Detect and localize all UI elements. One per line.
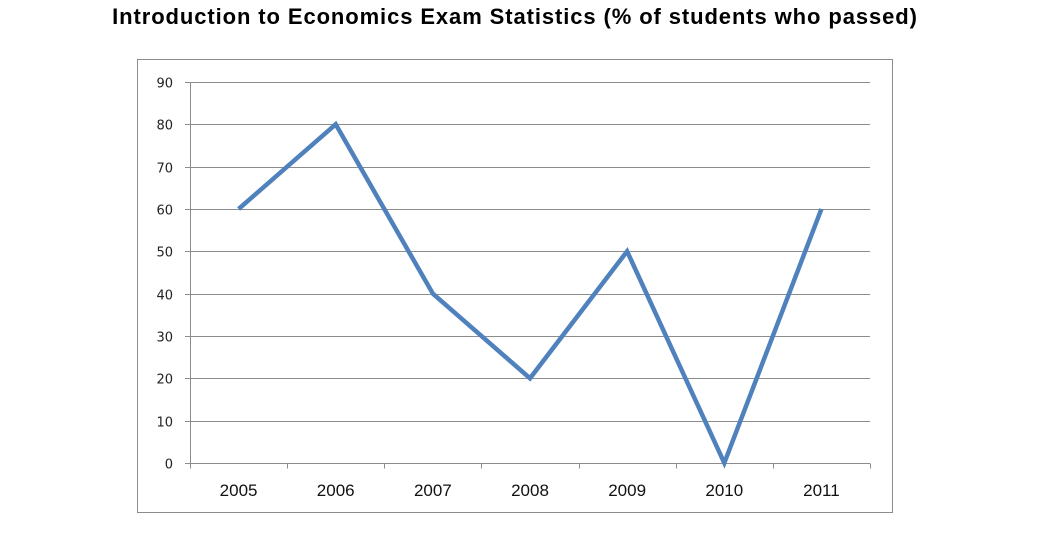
data-point-2006 — [334, 122, 338, 126]
x-tick-label: 2008 — [511, 481, 549, 500]
y-tick-label: 90 — [156, 77, 173, 92]
y-tick-label: 60 — [156, 204, 173, 219]
data-point-2010 — [722, 461, 726, 465]
y-tick-label: 70 — [156, 162, 173, 177]
y-tick-label: 50 — [156, 246, 173, 261]
x-tick-label: 2007 — [414, 481, 452, 500]
data-point-2005 — [237, 207, 241, 211]
y-tick-label: 40 — [156, 289, 173, 304]
y-tick-label: 0 — [165, 458, 173, 473]
y-tick-labels: 0 10 20 30 40 50 60 70 80 90 — [156, 77, 173, 473]
x-tick-label: 2005 — [220, 481, 258, 500]
data-point-2008 — [528, 376, 532, 380]
data-point-2011 — [819, 207, 823, 211]
x-tick-label: 2006 — [317, 481, 355, 500]
chart-frame — [137, 59, 893, 513]
x-tick-label: 2009 — [608, 481, 646, 500]
y-tick-label: 80 — [156, 119, 173, 134]
y-tick-label: 30 — [156, 331, 173, 346]
y-tick-label: 10 — [156, 416, 173, 431]
axes — [185, 82, 871, 469]
chart-title: Introduction to Economics Exam Statistic… — [112, 4, 918, 29]
x-tick-labels: 2005 2006 2007 2008 2009 2010 2011 — [220, 481, 840, 500]
series-line — [237, 120, 824, 469]
data-point-2009 — [625, 249, 629, 253]
data-point-2007 — [431, 292, 435, 296]
series-layer — [237, 120, 824, 469]
gridlines — [190, 82, 870, 422]
x-tick-label: 2011 — [803, 481, 840, 500]
y-tick-label: 20 — [156, 373, 173, 388]
x-tick-label: 2010 — [705, 481, 743, 500]
